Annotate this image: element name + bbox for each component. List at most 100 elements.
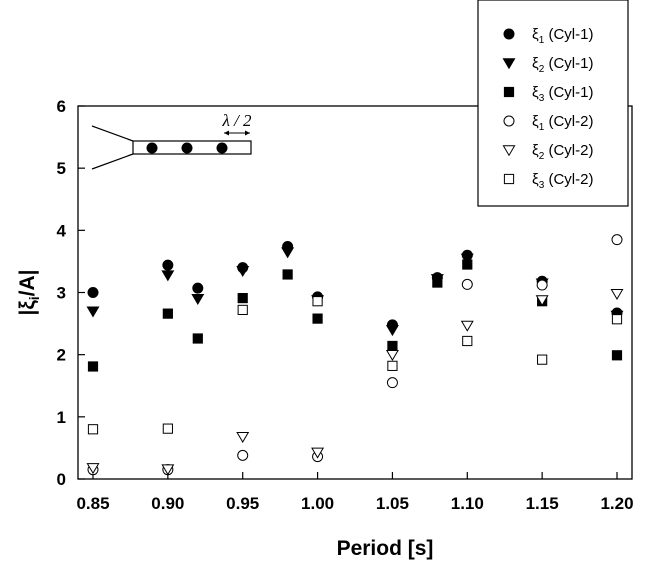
- series-4: [87, 234, 623, 476]
- legend-marker: [503, 173, 515, 185]
- x-tick-label: 0.85: [76, 494, 109, 513]
- legend-label-sub: 3: [539, 93, 545, 104]
- legend-label-sub: 1: [539, 35, 545, 46]
- data-point: [162, 423, 173, 434]
- legend-label-symbol: ξ: [532, 26, 539, 43]
- data-point: [536, 279, 548, 291]
- data-point: [537, 354, 548, 365]
- inset-cylinder: [216, 142, 228, 154]
- data-point: [385, 349, 399, 361]
- legend-label-tag: (Cyl-1): [544, 26, 593, 43]
- legend-entry-1: ξ1 (Cyl-1): [503, 26, 593, 46]
- data-point: [237, 304, 248, 316]
- legend-label-sub: 2: [539, 151, 545, 162]
- data-point: [86, 463, 100, 475]
- legend-marker: [503, 28, 515, 40]
- data-point: [282, 269, 293, 280]
- data-point: [236, 266, 250, 278]
- data-point: [191, 294, 205, 306]
- data-point: [161, 270, 175, 282]
- data-point: [162, 308, 173, 319]
- data-point: [237, 292, 248, 304]
- data-point: [192, 333, 203, 344]
- y-tick-label: 0: [57, 470, 66, 489]
- data-point: [87, 287, 99, 298]
- data-point: [385, 325, 399, 337]
- legend-label: ξ3 (Cyl-2): [532, 171, 593, 191]
- y-axis-title-sub: i: [26, 296, 42, 300]
- data-point: [162, 259, 174, 271]
- data-point: [312, 296, 323, 307]
- axes: 0.85 0.90 0.95 1.00 1.05 1.10 1.15 1.20 0 1 2 3 4 5 6 P…: [16, 97, 634, 560]
- legend-label: ξ2 (Cyl-2): [532, 142, 593, 162]
- legend-label-symbol: ξ: [532, 113, 539, 130]
- inset-label: λ / 2: [221, 111, 252, 130]
- x-tick-label: 1.05: [376, 494, 409, 513]
- x-tick-label: 1.15: [526, 494, 559, 513]
- data-point: [86, 306, 100, 318]
- data-point: [312, 313, 323, 324]
- data-point: [192, 282, 204, 294]
- data-point: [460, 320, 474, 332]
- x-tick-label: 0.95: [226, 494, 259, 513]
- y-axis-title-tail: /A|: [16, 269, 39, 296]
- inset-arrowhead-right: [245, 130, 250, 136]
- y-tick-label: 6: [57, 97, 66, 116]
- y-tick-label: 4: [57, 221, 67, 240]
- legend-entry-2: ξ2 (Cyl-1): [502, 55, 593, 75]
- data-point: [236, 432, 250, 444]
- x-tick-label: 1.00: [301, 494, 334, 513]
- y-tick-label: 2: [57, 346, 66, 365]
- data-point: [281, 247, 295, 259]
- data-point: [161, 464, 175, 476]
- inset-wall-top: [91, 125, 134, 142]
- data-point: [611, 314, 623, 325]
- legend-label: ξ1 (Cyl-1): [532, 26, 593, 46]
- legend-marker: [503, 86, 515, 98]
- legend-entry-4: ξ1 (Cyl-2): [503, 113, 593, 133]
- data-point: [535, 295, 549, 307]
- legend-box: [477, 0, 629, 207]
- data-point: [387, 360, 398, 371]
- data-point: [611, 234, 623, 246]
- y-tick-label: 3: [57, 284, 66, 303]
- legend-marker: [503, 115, 515, 127]
- legend-label: ξ2 (Cyl-1): [532, 55, 593, 75]
- inset-arrowhead-left: [224, 130, 229, 136]
- legend-label-symbol: ξ: [532, 142, 539, 159]
- y-axis-title: |ξi/A|: [16, 269, 42, 315]
- series-6: [87, 296, 623, 435]
- x-tick-label: 1.10: [451, 494, 484, 513]
- y-axis-title-main: |ξ: [16, 300, 39, 316]
- data-point: [611, 350, 623, 361]
- data-point: [461, 278, 473, 290]
- legend: ξ1 (Cyl-1)ξ2 (Cyl-1)ξ3 (Cyl-1)ξ1 (Cyl-2)…: [477, 0, 629, 207]
- series-5: [86, 289, 624, 476]
- data-point: [610, 289, 624, 301]
- data-point: [462, 259, 473, 270]
- inset-cylinder: [146, 142, 158, 154]
- legend-label: ξ3 (Cyl-1): [532, 84, 593, 104]
- y-tick-label: 1: [57, 408, 66, 427]
- x-tick-label: 1.20: [600, 494, 633, 513]
- x-tick-label: 0.90: [151, 494, 184, 513]
- data-point: [87, 361, 99, 372]
- data-point: [87, 424, 99, 435]
- legend-label: ξ1 (Cyl-2): [532, 113, 593, 133]
- inset-wall-bottom: [91, 153, 134, 170]
- legend-marker: [502, 145, 516, 157]
- x-axis-title: Period [s]: [337, 537, 434, 560]
- legend-label-sub: 2: [539, 64, 545, 75]
- data-point: [432, 277, 443, 288]
- legend-label-symbol: ξ: [532, 84, 539, 101]
- data-points: [86, 234, 624, 476]
- legend-label-symbol: ξ: [532, 55, 539, 72]
- legend-label-sub: 3: [539, 180, 545, 191]
- legend-label-tag: (Cyl-2): [544, 171, 593, 188]
- legend-entry-6: ξ3 (Cyl-2): [503, 171, 593, 191]
- data-point: [311, 447, 325, 459]
- legend-label-tag: (Cyl-2): [544, 113, 593, 130]
- inset-cylinder: [181, 142, 193, 154]
- legend-entry-5: ξ2 (Cyl-2): [502, 142, 593, 162]
